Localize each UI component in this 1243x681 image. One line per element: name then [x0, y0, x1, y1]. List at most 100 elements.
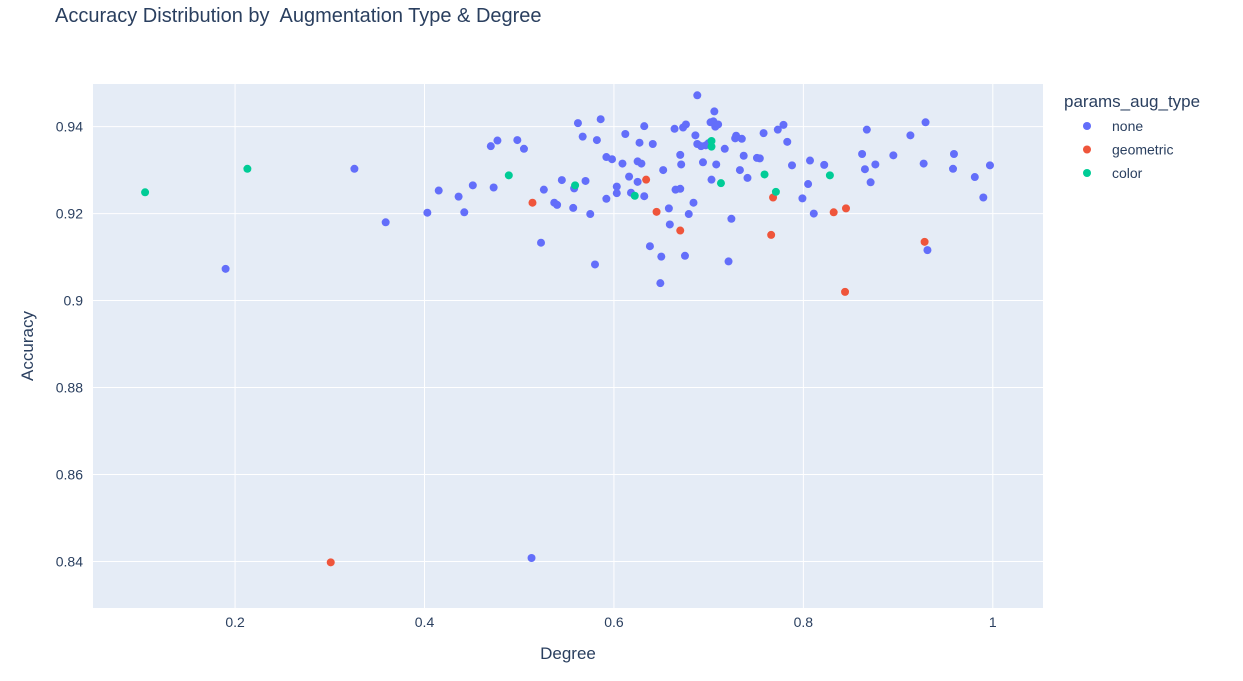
data-point-none[interactable] — [820, 160, 829, 169]
data-point-none[interactable] — [581, 176, 590, 185]
data-point-none[interactable] — [664, 204, 673, 213]
data-point-color[interactable] — [504, 171, 513, 180]
data-point-color[interactable] — [825, 171, 834, 180]
data-point-none[interactable] — [539, 185, 548, 194]
data-point-none[interactable] — [537, 238, 546, 247]
data-point-none[interactable] — [602, 194, 611, 203]
data-point-none[interactable] — [676, 184, 685, 193]
data-point-none[interactable] — [805, 156, 814, 165]
data-point-none[interactable] — [640, 122, 649, 131]
data-point-none[interactable] — [659, 166, 668, 175]
data-point-none[interactable] — [350, 164, 359, 173]
data-point-color[interactable] — [571, 181, 580, 190]
data-point-none[interactable] — [889, 151, 898, 160]
legend-item-none[interactable]: none — [1083, 118, 1143, 134]
data-point-none[interactable] — [648, 140, 657, 149]
data-point-none[interactable] — [681, 120, 690, 129]
data-point-none[interactable] — [676, 150, 685, 159]
data-point-none[interactable] — [720, 144, 729, 153]
data-point-none[interactable] — [710, 107, 719, 116]
data-point-none[interactable] — [513, 136, 522, 145]
data-point-none[interactable] — [714, 120, 723, 129]
data-point-geometric[interactable] — [841, 287, 850, 296]
data-point-color[interactable] — [243, 164, 252, 173]
data-point-none[interactable] — [693, 91, 702, 100]
data-point-none[interactable] — [657, 252, 666, 261]
data-point-none[interactable] — [724, 257, 733, 266]
data-point-none[interactable] — [779, 120, 788, 129]
data-point-none[interactable] — [656, 279, 665, 288]
data-point-none[interactable] — [684, 210, 693, 219]
data-point-none[interactable] — [737, 134, 746, 143]
data-point-none[interactable] — [596, 115, 605, 124]
data-point-none[interactable] — [486, 142, 495, 151]
data-point-none[interactable] — [637, 159, 646, 168]
data-point-none[interactable] — [640, 192, 649, 201]
data-point-color[interactable] — [760, 170, 769, 179]
data-point-color[interactable] — [630, 191, 639, 200]
data-point-none[interactable] — [489, 183, 498, 192]
data-point-none[interactable] — [698, 158, 707, 167]
data-point-none[interactable] — [735, 166, 744, 175]
data-point-none[interactable] — [866, 178, 875, 187]
data-point-none[interactable] — [871, 160, 880, 169]
data-point-none[interactable] — [578, 132, 587, 141]
data-point-none[interactable] — [519, 144, 528, 153]
data-point-geometric[interactable] — [920, 237, 929, 246]
data-point-none[interactable] — [612, 189, 621, 198]
data-point-none[interactable] — [798, 194, 807, 203]
data-point-none[interactable] — [625, 172, 634, 181]
data-point-none[interactable] — [645, 242, 654, 251]
legend-item-geometric[interactable]: geometric — [1083, 142, 1173, 158]
data-point-none[interactable] — [381, 218, 390, 227]
data-point-none[interactable] — [608, 155, 617, 164]
data-point-none[interactable] — [759, 129, 768, 138]
data-point-none[interactable] — [527, 553, 536, 562]
data-point-color[interactable] — [707, 142, 716, 151]
data-point-none[interactable] — [665, 220, 674, 229]
data-point-none[interactable] — [862, 125, 871, 134]
data-point-color[interactable] — [716, 179, 725, 188]
data-point-none[interactable] — [919, 159, 928, 168]
data-point-none[interactable] — [739, 151, 748, 160]
data-point-none[interactable] — [460, 208, 469, 217]
data-point-none[interactable] — [423, 208, 432, 217]
data-point-none[interactable] — [860, 165, 869, 174]
data-point-none[interactable] — [468, 181, 477, 190]
data-point-none[interactable] — [707, 175, 716, 184]
data-point-none[interactable] — [773, 125, 782, 134]
data-point-none[interactable] — [985, 161, 994, 170]
data-point-none[interactable] — [949, 164, 958, 173]
data-point-none[interactable] — [689, 198, 698, 207]
data-point-color[interactable] — [141, 188, 150, 197]
data-point-none[interactable] — [727, 214, 736, 223]
data-point-none[interactable] — [618, 159, 627, 168]
data-point-geometric[interactable] — [652, 207, 661, 216]
data-point-none[interactable] — [590, 260, 599, 269]
data-point-none[interactable] — [712, 160, 721, 169]
data-point-none[interactable] — [592, 136, 601, 145]
data-point-none[interactable] — [621, 130, 630, 139]
legend-item-color[interactable]: color — [1083, 165, 1143, 181]
data-point-geometric[interactable] — [767, 230, 776, 239]
data-point-none[interactable] — [670, 124, 679, 133]
data-point-none[interactable] — [557, 176, 566, 185]
data-point-none[interactable] — [221, 264, 230, 273]
data-point-none[interactable] — [454, 192, 463, 201]
data-point-none[interactable] — [743, 173, 752, 182]
data-point-none[interactable] — [783, 137, 792, 146]
data-point-none[interactable] — [906, 131, 915, 140]
data-point-color[interactable] — [771, 187, 780, 196]
data-point-geometric[interactable] — [676, 226, 685, 235]
data-point-none[interactable] — [493, 136, 502, 145]
data-point-none[interactable] — [635, 138, 644, 147]
data-point-none[interactable] — [923, 246, 932, 255]
data-point-geometric[interactable] — [326, 558, 335, 567]
data-point-none[interactable] — [949, 150, 958, 159]
data-point-geometric[interactable] — [841, 204, 850, 213]
data-point-geometric[interactable] — [528, 198, 537, 207]
data-point-none[interactable] — [553, 200, 562, 209]
data-point-none[interactable] — [691, 131, 700, 140]
data-point-none[interactable] — [921, 118, 930, 127]
data-point-none[interactable] — [858, 150, 867, 159]
